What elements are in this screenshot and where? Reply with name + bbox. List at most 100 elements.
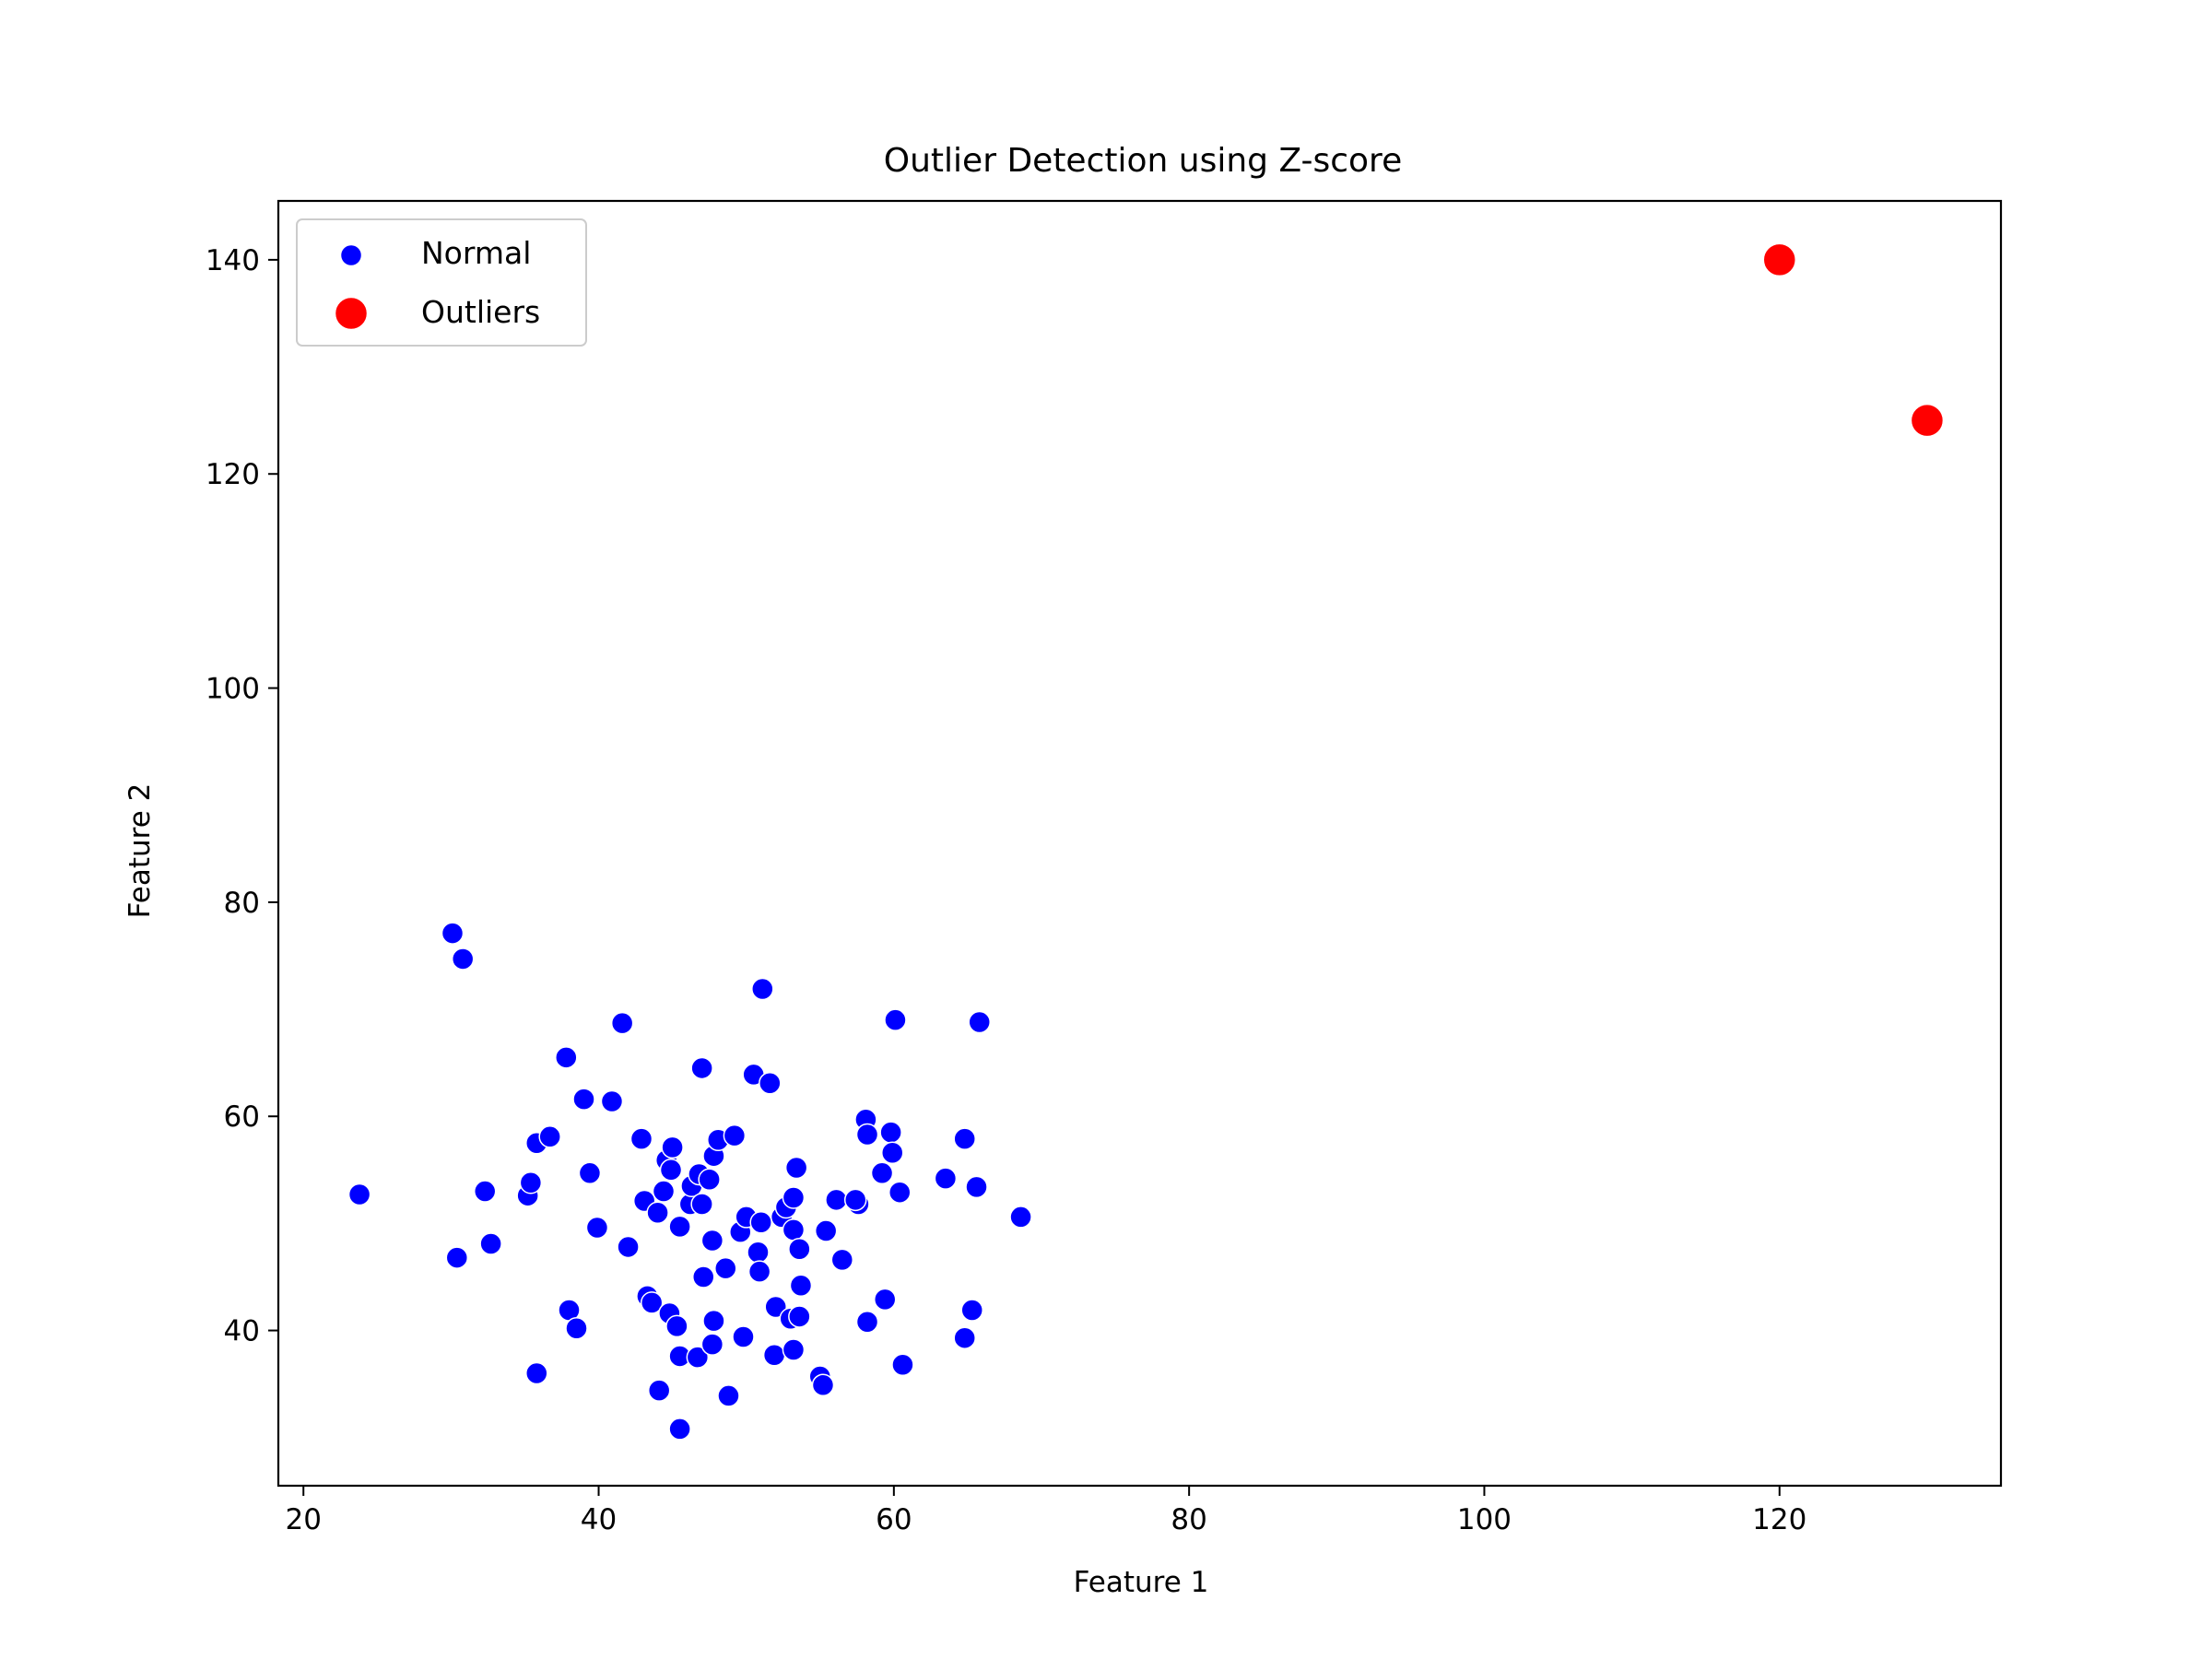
normal-point — [640, 1291, 664, 1314]
normal-point — [519, 1171, 543, 1194]
x-tick-label: 80 — [1171, 1503, 1206, 1536]
normal-point — [825, 1188, 848, 1212]
normal-point — [668, 1418, 691, 1441]
y-tick-label: 140 — [206, 244, 260, 277]
normal-point — [855, 1311, 879, 1334]
normal-point — [965, 1175, 988, 1199]
x-tick-label: 60 — [876, 1503, 912, 1536]
normal-point — [782, 1186, 806, 1209]
normal-point — [880, 1141, 904, 1164]
normal-point — [960, 1299, 983, 1322]
normal-point — [811, 1373, 835, 1397]
normal-point — [659, 1159, 683, 1182]
x-tick-label: 100 — [1457, 1503, 1512, 1536]
normal-point — [698, 1168, 721, 1192]
normal-point — [873, 1288, 897, 1312]
normal-point — [479, 1232, 502, 1255]
normal-point — [717, 1384, 740, 1407]
normal-point — [600, 1089, 624, 1113]
chart-title: Outlier Detection using Z-score — [884, 142, 1402, 180]
y-axis-label: Feature 2 — [124, 783, 157, 919]
normal-point — [690, 1193, 713, 1216]
normal-point — [968, 1010, 991, 1034]
normal-point — [953, 1326, 976, 1349]
normal-point — [700, 1229, 724, 1253]
y-tick-label: 120 — [206, 458, 260, 491]
normal-point — [473, 1180, 497, 1203]
y-tick-label: 40 — [224, 1315, 260, 1348]
outlier-point — [1910, 403, 1945, 438]
normal-point — [347, 1182, 371, 1206]
normal-point — [525, 1361, 548, 1385]
normal-point — [1009, 1206, 1032, 1229]
normal-point — [747, 1260, 771, 1283]
plot-area: 20 40 60 80 100 120 40 60 80 100 120 140 Normal Outli… — [206, 199, 2003, 1536]
normal-point — [451, 947, 475, 971]
normal-point — [891, 1353, 914, 1376]
normal-point — [788, 1305, 811, 1328]
legend-marker-normal — [339, 243, 363, 267]
normal-point — [538, 1125, 561, 1148]
normal-point — [782, 1338, 806, 1361]
normal-point — [953, 1127, 976, 1150]
normal-point — [646, 1201, 669, 1225]
legend-marker-outliers — [334, 296, 369, 331]
y-tick-label: 60 — [224, 1100, 260, 1134]
normal-point — [789, 1274, 813, 1298]
normal-point — [855, 1123, 879, 1147]
x-tick-label: 120 — [1752, 1503, 1806, 1536]
normal-point — [652, 1180, 676, 1203]
normal-point — [884, 1008, 907, 1031]
normal-point — [723, 1124, 747, 1147]
normal-point — [747, 1241, 770, 1265]
normal-point — [814, 1219, 838, 1242]
normal-point — [686, 1346, 710, 1369]
x-axis-label: Feature 1 — [1074, 1566, 1209, 1599]
normal-point — [610, 1011, 634, 1035]
normal-point — [690, 1056, 713, 1080]
normal-point — [879, 1121, 902, 1144]
normal-point — [888, 1181, 912, 1204]
y-tick-label: 100 — [206, 673, 260, 706]
x-tick-label: 20 — [285, 1503, 321, 1536]
normal-point — [934, 1167, 958, 1190]
normal-point — [629, 1127, 653, 1150]
normal-point — [732, 1325, 755, 1348]
normal-point — [751, 977, 774, 1001]
legend-label-outliers: Outliers — [421, 294, 540, 330]
normal-point — [830, 1248, 854, 1272]
normal-point — [441, 922, 465, 945]
normal-point — [700, 1333, 724, 1356]
legend-label-normal: Normal — [421, 235, 531, 271]
legend-box — [296, 218, 587, 347]
normal-point — [870, 1161, 894, 1185]
normal-point — [668, 1215, 691, 1239]
normal-point — [617, 1235, 640, 1259]
x-tick-label: 40 — [581, 1503, 617, 1536]
normal-point — [445, 1246, 469, 1269]
normal-point — [782, 1218, 806, 1241]
normal-point — [784, 1156, 808, 1180]
normal-point — [762, 1344, 786, 1367]
y-tick-label: 80 — [224, 887, 260, 920]
normal-point — [691, 1265, 715, 1288]
normal-point — [843, 1188, 867, 1212]
normal-point — [647, 1379, 671, 1402]
normal-point — [572, 1088, 595, 1111]
normal-point — [578, 1161, 602, 1185]
normal-point — [759, 1071, 782, 1095]
normal-point — [585, 1216, 609, 1240]
normal-point — [749, 1210, 772, 1234]
normal-point — [788, 1238, 811, 1261]
normal-point — [665, 1314, 688, 1338]
normal-point — [565, 1316, 588, 1340]
normal-point — [764, 1295, 787, 1319]
normal-point — [702, 1309, 725, 1333]
normal-point — [661, 1135, 684, 1159]
normal-point — [555, 1046, 578, 1069]
normal-point — [714, 1256, 737, 1280]
axes-frame — [276, 199, 2003, 1488]
outlier-point — [1762, 242, 1797, 277]
